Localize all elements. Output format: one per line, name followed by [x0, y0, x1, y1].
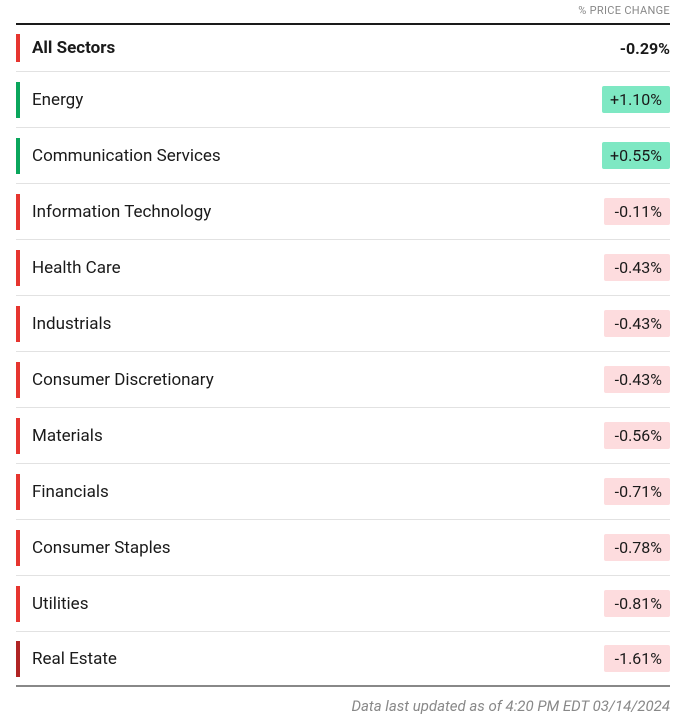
sector-row[interactable]: Industrials-0.43% [16, 295, 670, 351]
sector-value: -0.11% [604, 198, 670, 225]
change-indicator [16, 418, 20, 454]
sector-row[interactable]: Consumer Discretionary-0.43% [16, 351, 670, 407]
sector-label: Real Estate [32, 649, 604, 669]
sector-label: Consumer Discretionary [32, 370, 604, 390]
change-indicator [16, 250, 20, 286]
sector-row[interactable]: Health Care-0.43% [16, 239, 670, 295]
sector-label: Materials [32, 426, 604, 446]
sector-value: -0.43% [604, 366, 670, 393]
data-timestamp: Data last updated as of 4:20 PM EDT 03/1… [16, 687, 670, 725]
change-indicator [16, 530, 20, 566]
sector-value: -0.43% [604, 254, 670, 281]
sector-value: +0.55% [602, 142, 670, 169]
change-indicator [16, 82, 20, 118]
change-indicator [16, 34, 20, 62]
change-indicator [16, 194, 20, 230]
change-indicator [16, 586, 20, 622]
column-header-label: % PRICE CHANGE [578, 4, 670, 17]
sector-label: Industrials [32, 314, 604, 334]
change-indicator [16, 138, 20, 174]
sector-row[interactable]: Materials-0.56% [16, 407, 670, 463]
sector-table: % PRICE CHANGE All Sectors-0.29%Energy+1… [0, 0, 686, 725]
sector-label: Financials [32, 482, 604, 502]
sector-row[interactable]: Energy+1.10% [16, 71, 670, 127]
sector-value: -0.78% [604, 534, 670, 561]
sector-label: Utilities [32, 594, 604, 614]
sector-label: Health Care [32, 258, 604, 278]
all-sectors-label: All Sectors [32, 38, 620, 58]
sector-value: -0.43% [604, 310, 670, 337]
sector-label: Communication Services [32, 146, 602, 166]
sector-label: Consumer Staples [32, 538, 604, 558]
sector-label: Information Technology [32, 202, 604, 222]
change-indicator [16, 362, 20, 398]
sector-value: -0.81% [604, 590, 670, 617]
sector-value: -0.56% [604, 422, 670, 449]
sector-row[interactable]: Communication Services+0.55% [16, 127, 670, 183]
all-sectors-row[interactable]: All Sectors-0.29% [16, 23, 670, 71]
change-indicator [16, 641, 20, 677]
sector-value: -1.61% [604, 645, 670, 672]
sector-row[interactable]: Information Technology-0.11% [16, 183, 670, 239]
change-indicator [16, 306, 20, 342]
sector-row[interactable]: Financials-0.71% [16, 463, 670, 519]
sector-row[interactable]: Utilities-0.81% [16, 575, 670, 631]
sector-row[interactable]: Consumer Staples-0.78% [16, 519, 670, 575]
sector-label: Energy [32, 90, 602, 110]
column-header-row: % PRICE CHANGE [16, 0, 670, 23]
change-indicator [16, 474, 20, 510]
sector-value: +1.10% [602, 86, 670, 113]
sector-row[interactable]: Real Estate-1.61% [16, 631, 670, 687]
all-sectors-value: -0.29% [620, 39, 670, 58]
sector-value: -0.71% [604, 478, 670, 505]
